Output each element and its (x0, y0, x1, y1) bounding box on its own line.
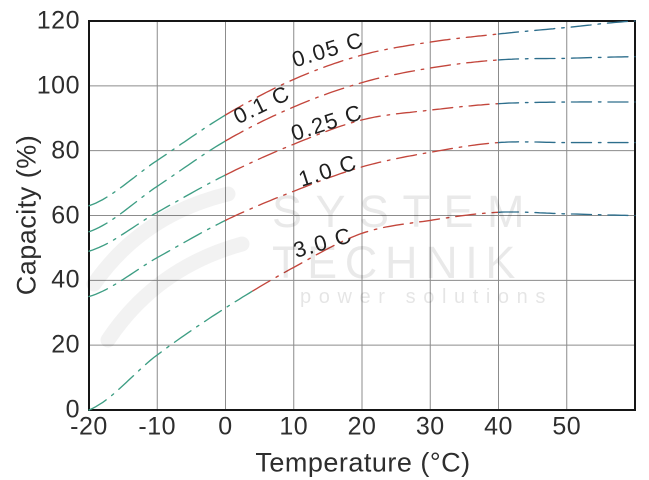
curve-0.05C-mid (224, 33, 500, 116)
curve-1.0C-cold (88, 219, 227, 298)
curve-3.0C-mid (252, 211, 500, 292)
curve-0.25C-mid (224, 103, 500, 176)
curve-0.05C-hot (497, 20, 636, 35)
curve-0.05C-cold (88, 114, 227, 207)
y-tick-label: 20 (51, 330, 80, 359)
x-tick-label: 40 (484, 412, 513, 441)
x-axis-title: Temperature (°C) (255, 447, 471, 478)
y-tick-label: 0 (65, 395, 80, 424)
curve-1.0C-hot (497, 141, 636, 144)
curve-1.0C-mid (224, 141, 500, 222)
x-tick-label: 50 (552, 412, 582, 441)
x-tick-label: -10 (138, 412, 177, 441)
y-tick-label: 40 (51, 265, 80, 294)
y-tick-label: 60 (51, 201, 80, 229)
x-tick-label: 20 (347, 412, 377, 441)
x-tick-label: 10 (279, 412, 309, 441)
curve-0.1C-hot (497, 56, 636, 61)
y-axis-title: Capacity (%) (11, 134, 42, 296)
curve-3.0C-hot (497, 211, 636, 217)
curve-0.25C-cold (88, 174, 227, 252)
curve-0.1C-cold (88, 140, 227, 233)
curve-3.0C-cold (88, 290, 254, 411)
y-tick-label: 100 (36, 71, 80, 100)
curve-0.25C-hot (497, 101, 636, 105)
curve-0.1C-mid (224, 59, 500, 142)
y-tick-label: 120 (36, 6, 80, 35)
y-tick-label: 80 (51, 136, 80, 165)
x-tick-label: 30 (415, 412, 445, 441)
x-tick-label: -20 (70, 412, 108, 441)
x-tick-label: 0 (218, 412, 233, 441)
